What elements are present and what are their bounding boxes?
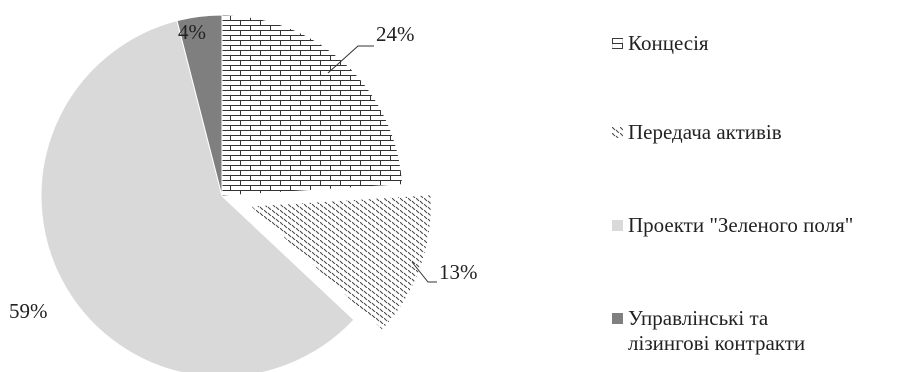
legend-item-management-leasing: Управлінські та лізингові контракти — [612, 306, 805, 356]
legend-item-greenfield: Проекти "Зеленого поля" — [612, 213, 853, 238]
legend-label-management-leasing: Управлінські та лізингові контракти — [628, 306, 806, 355]
legend-item-asset-transfer: Передача активів — [612, 120, 782, 145]
pie-slice-asset-transfer — [249, 194, 432, 331]
legend-item-concession: Концесія — [612, 31, 709, 56]
pie-slice-concession — [221, 14, 404, 197]
legend-swatch-concession — [612, 38, 623, 49]
legend-label-concession: Концесія — [628, 31, 709, 55]
leader-line-concession — [327, 45, 374, 74]
data-label-greenfield: 59% — [9, 299, 48, 323]
data-label-management-leasing: 4% — [178, 20, 206, 44]
legend-swatch-asset-transfer — [612, 127, 623, 138]
legend-label-greenfield: Проекти "Зеленого поля" — [628, 213, 854, 237]
leader-line-asset-transfer — [411, 261, 437, 283]
legend-swatch-management-leasing — [612, 313, 623, 324]
pie-slice-greenfield — [40, 20, 355, 372]
pie-slice-management-leasing — [176, 14, 223, 197]
legend-swatch-greenfield — [612, 220, 623, 231]
legend-label-asset-transfer: Передача активів — [628, 120, 782, 144]
data-label-asset-transfer: 13% — [439, 260, 478, 284]
data-label-concession: 24% — [376, 22, 415, 46]
